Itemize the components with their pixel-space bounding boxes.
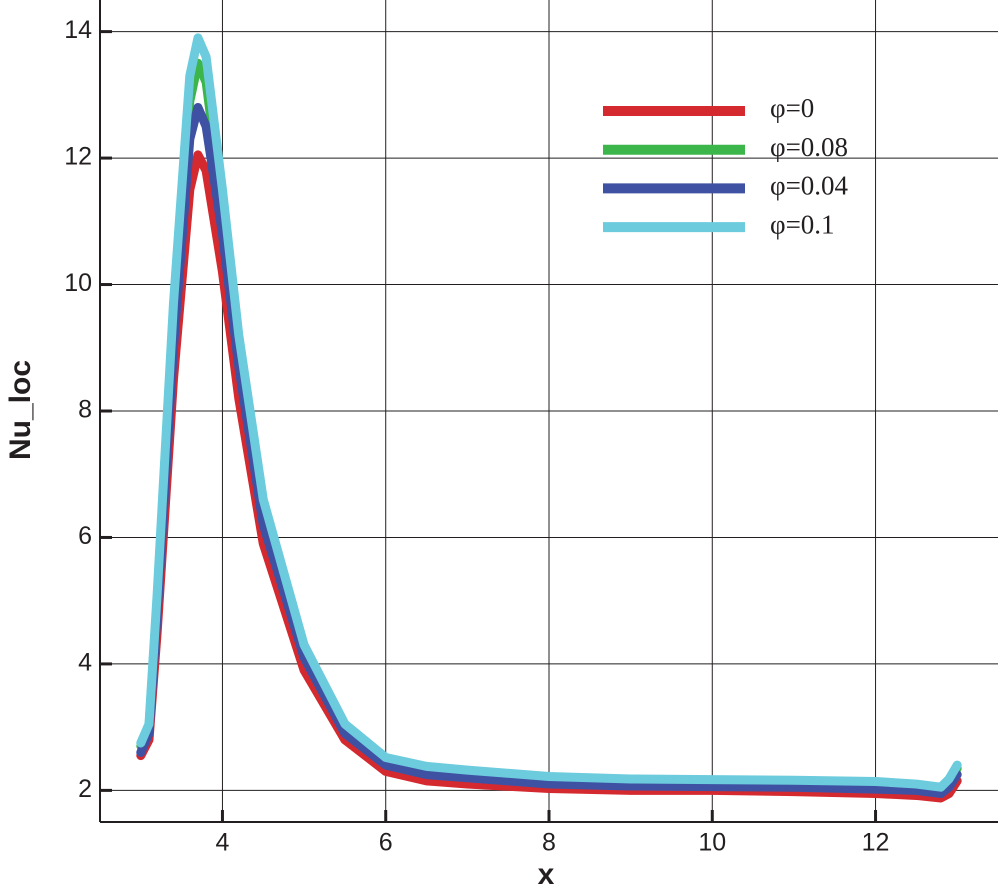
legend-text: φ=0.1 [770,209,835,239]
y-tick-label: 14 [64,16,92,44]
x-tick-label: 4 [216,829,230,857]
y-tick-label: 10 [64,269,92,297]
y-tick-label: 8 [78,396,92,424]
y-tick-label: 6 [78,522,92,550]
x-tick-label: 10 [698,829,726,857]
legend-text: φ=0.04 [770,171,849,201]
legend-text: φ=0.08 [770,132,848,162]
series-line [136,33,962,792]
legend-text: φ=0 [770,93,814,123]
y-axis-label: Nu_loc [4,360,37,460]
x-axis-label: x [538,858,555,891]
x-tick-label: 6 [379,829,393,857]
x-tick-label: 8 [542,829,556,857]
y-tick-label: 2 [78,775,92,803]
y-tick-label: 4 [78,649,92,677]
y-tick-label: 12 [64,143,92,171]
x-tick-label: 12 [862,829,890,857]
